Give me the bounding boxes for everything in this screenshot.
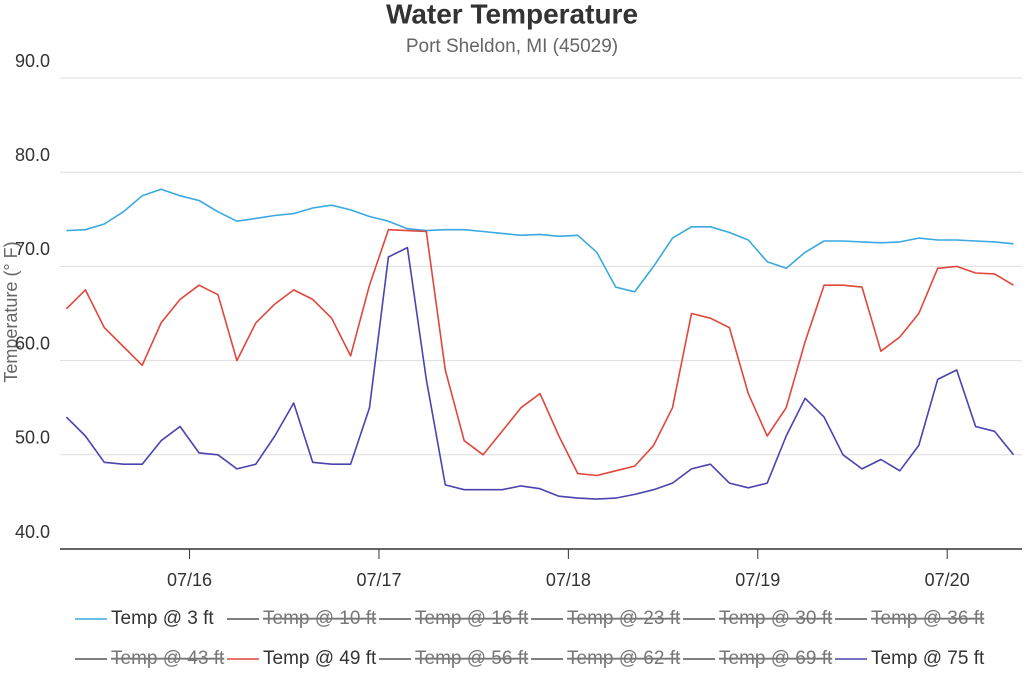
legend-label[interactable]: Temp @ 75 ft [871, 648, 985, 669]
series-line [66, 188, 1014, 293]
y-tick-label: 90.0 [15, 51, 50, 71]
y-tick-label: 50.0 [15, 428, 50, 448]
legend-label[interactable]: Temp @ 10 ft [263, 608, 377, 629]
legend-label[interactable]: Temp @ 43 ft [111, 648, 225, 669]
x-tick-label: 07/17 [356, 570, 401, 590]
x-tick-label: 07/19 [735, 570, 780, 590]
legend-label[interactable]: Temp @ 30 ft [719, 608, 833, 629]
legend-label[interactable]: Temp @ 36 ft [871, 608, 985, 629]
chart-title: Water Temperature [386, 0, 638, 29]
y-tick-label: 60.0 [15, 333, 50, 353]
series-line [65, 228, 1014, 477]
x-tick-label: 07/18 [546, 570, 591, 590]
chart-subtitle: Port Sheldon, MI (45029) [406, 36, 618, 57]
x-tick-label: 07/20 [925, 570, 970, 590]
y-tick-label: 80.0 [15, 145, 50, 165]
legend-label[interactable]: Temp @ 23 ft [567, 608, 681, 629]
legend-label[interactable]: Temp @ 49 ft [263, 648, 377, 669]
y-axis-label: Temperature (° F) [1, 241, 21, 382]
legend-label[interactable]: Temp @ 16 ft [415, 608, 529, 629]
legend-label[interactable]: Temp @ 62 ft [567, 648, 681, 669]
legend-label[interactable]: Temp @ 56 ft [415, 648, 529, 669]
x-tick-label: 07/16 [167, 570, 212, 590]
legend-label[interactable]: Temp @ 3 ft [111, 608, 214, 629]
legend-label[interactable]: Temp @ 69 ft [719, 648, 833, 669]
y-tick-label: 40.0 [15, 522, 50, 542]
y-tick-label: 70.0 [15, 239, 50, 259]
series-line [65, 246, 1015, 500]
